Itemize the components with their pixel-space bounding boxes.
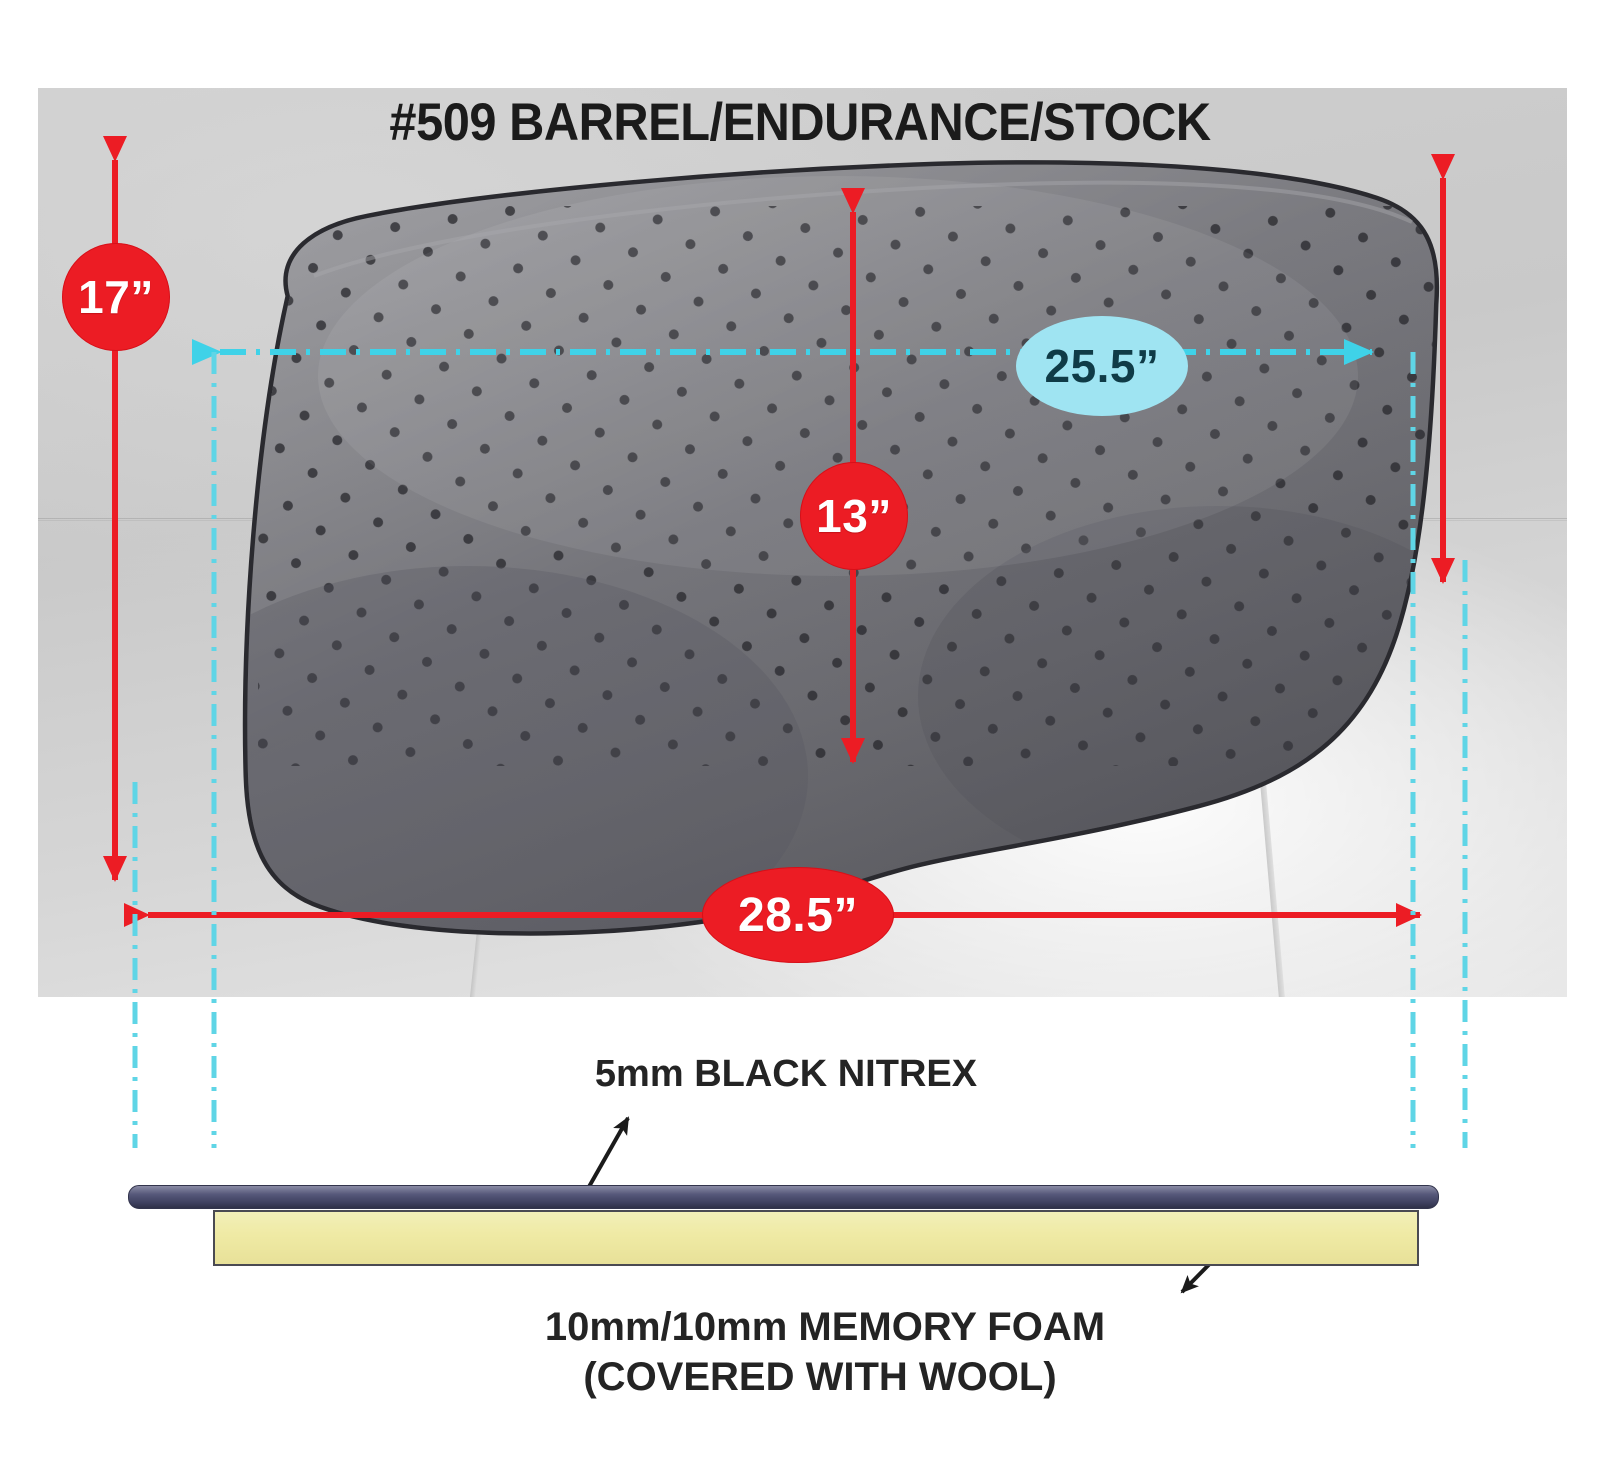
saddle-pad-image [138, 136, 1458, 946]
leader-line-nitrex [584, 1116, 630, 1193]
label-memory-foam-wool: (COVERED WITH WOOL) [583, 1355, 1057, 1399]
label-nitrex: 5mm BLACK NITREX [594, 1053, 978, 1095]
page-title: #509 BARREL/ENDURANCE/STOCK [389, 93, 1211, 152]
label-memory-foam: 10mm/10mm MEMORY FOAM [544, 1305, 1106, 1349]
dimension-badge-25-5in: 25.5” [1016, 316, 1188, 416]
saddle-pad-shape [242, 160, 1440, 936]
dimension-badge-17in: 17” [62, 243, 170, 351]
product-photo [38, 88, 1567, 997]
dimension-badge-13in: 13” [800, 462, 908, 570]
layer-bar-memory-foam [213, 1210, 1419, 1266]
pad-top-highlight [313, 180, 1413, 278]
dimension-badge-28-5in: 28.5” [702, 867, 894, 963]
layer-bar-nitrex [128, 1185, 1439, 1209]
